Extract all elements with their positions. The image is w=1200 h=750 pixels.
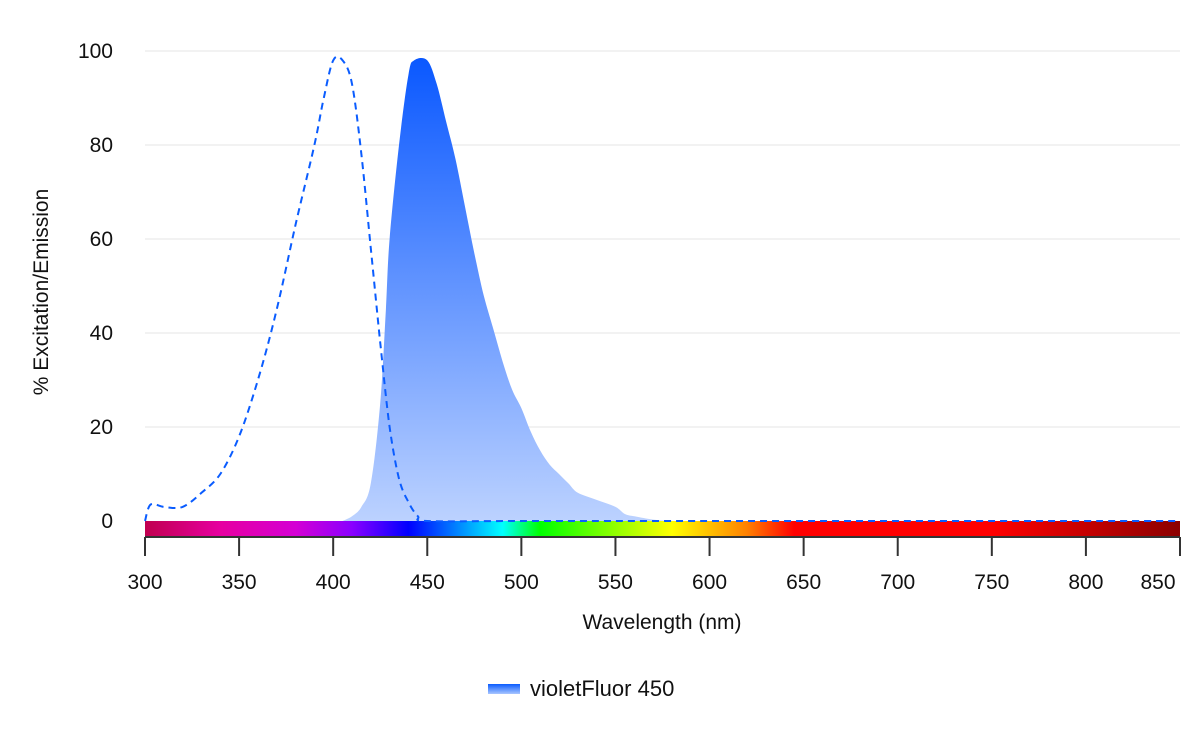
x-tick-label: 550 bbox=[598, 571, 633, 594]
x-tick-label: 350 bbox=[222, 571, 257, 594]
y-tick-label: 80 bbox=[90, 134, 113, 157]
x-tick-label: 750 bbox=[974, 571, 1009, 594]
excitation-dashed-line bbox=[144, 55, 1180, 523]
x-tick-label: 400 bbox=[316, 571, 351, 594]
spectrum-chart: 0 20 40 60 80 100 300 350 400 450 500 550 600 650 700… bbox=[30, 40, 1181, 634]
y-tick-label: 60 bbox=[90, 228, 113, 251]
y-axis-ticks: 0 20 40 60 80 100 bbox=[78, 40, 113, 533]
grid-lines bbox=[145, 50, 1180, 428]
y-axis-title: % Excitation/Emission bbox=[30, 189, 53, 396]
x-tick-label: 800 bbox=[1068, 571, 1103, 594]
x-axis-ticks: 300 350 400 450 500 550 600 650 700 750 800 850 bbox=[127, 537, 1181, 594]
emission-area bbox=[342, 58, 672, 522]
x-tick-label: 300 bbox=[127, 571, 162, 594]
y-tick-label: 100 bbox=[78, 40, 113, 63]
y-tick-label: 40 bbox=[90, 322, 113, 345]
x-axis-title: Wavelength (nm) bbox=[582, 611, 741, 634]
spectrum-color-bar bbox=[145, 521, 1180, 537]
x-tick-label: 650 bbox=[786, 571, 821, 594]
x-tick-label: 450 bbox=[410, 571, 445, 594]
y-tick-label: 0 bbox=[101, 510, 113, 533]
legend: violetFluor 450 bbox=[488, 676, 674, 702]
legend-label[interactable]: violetFluor 450 bbox=[530, 676, 675, 701]
x-tick-label: 850 bbox=[1140, 571, 1175, 594]
y-tick-label: 20 bbox=[90, 416, 113, 439]
x-tick-label: 500 bbox=[504, 571, 539, 594]
x-tick-label: 700 bbox=[880, 571, 915, 594]
legend-swatch-icon bbox=[488, 684, 520, 694]
x-tick-label: 600 bbox=[692, 571, 727, 594]
